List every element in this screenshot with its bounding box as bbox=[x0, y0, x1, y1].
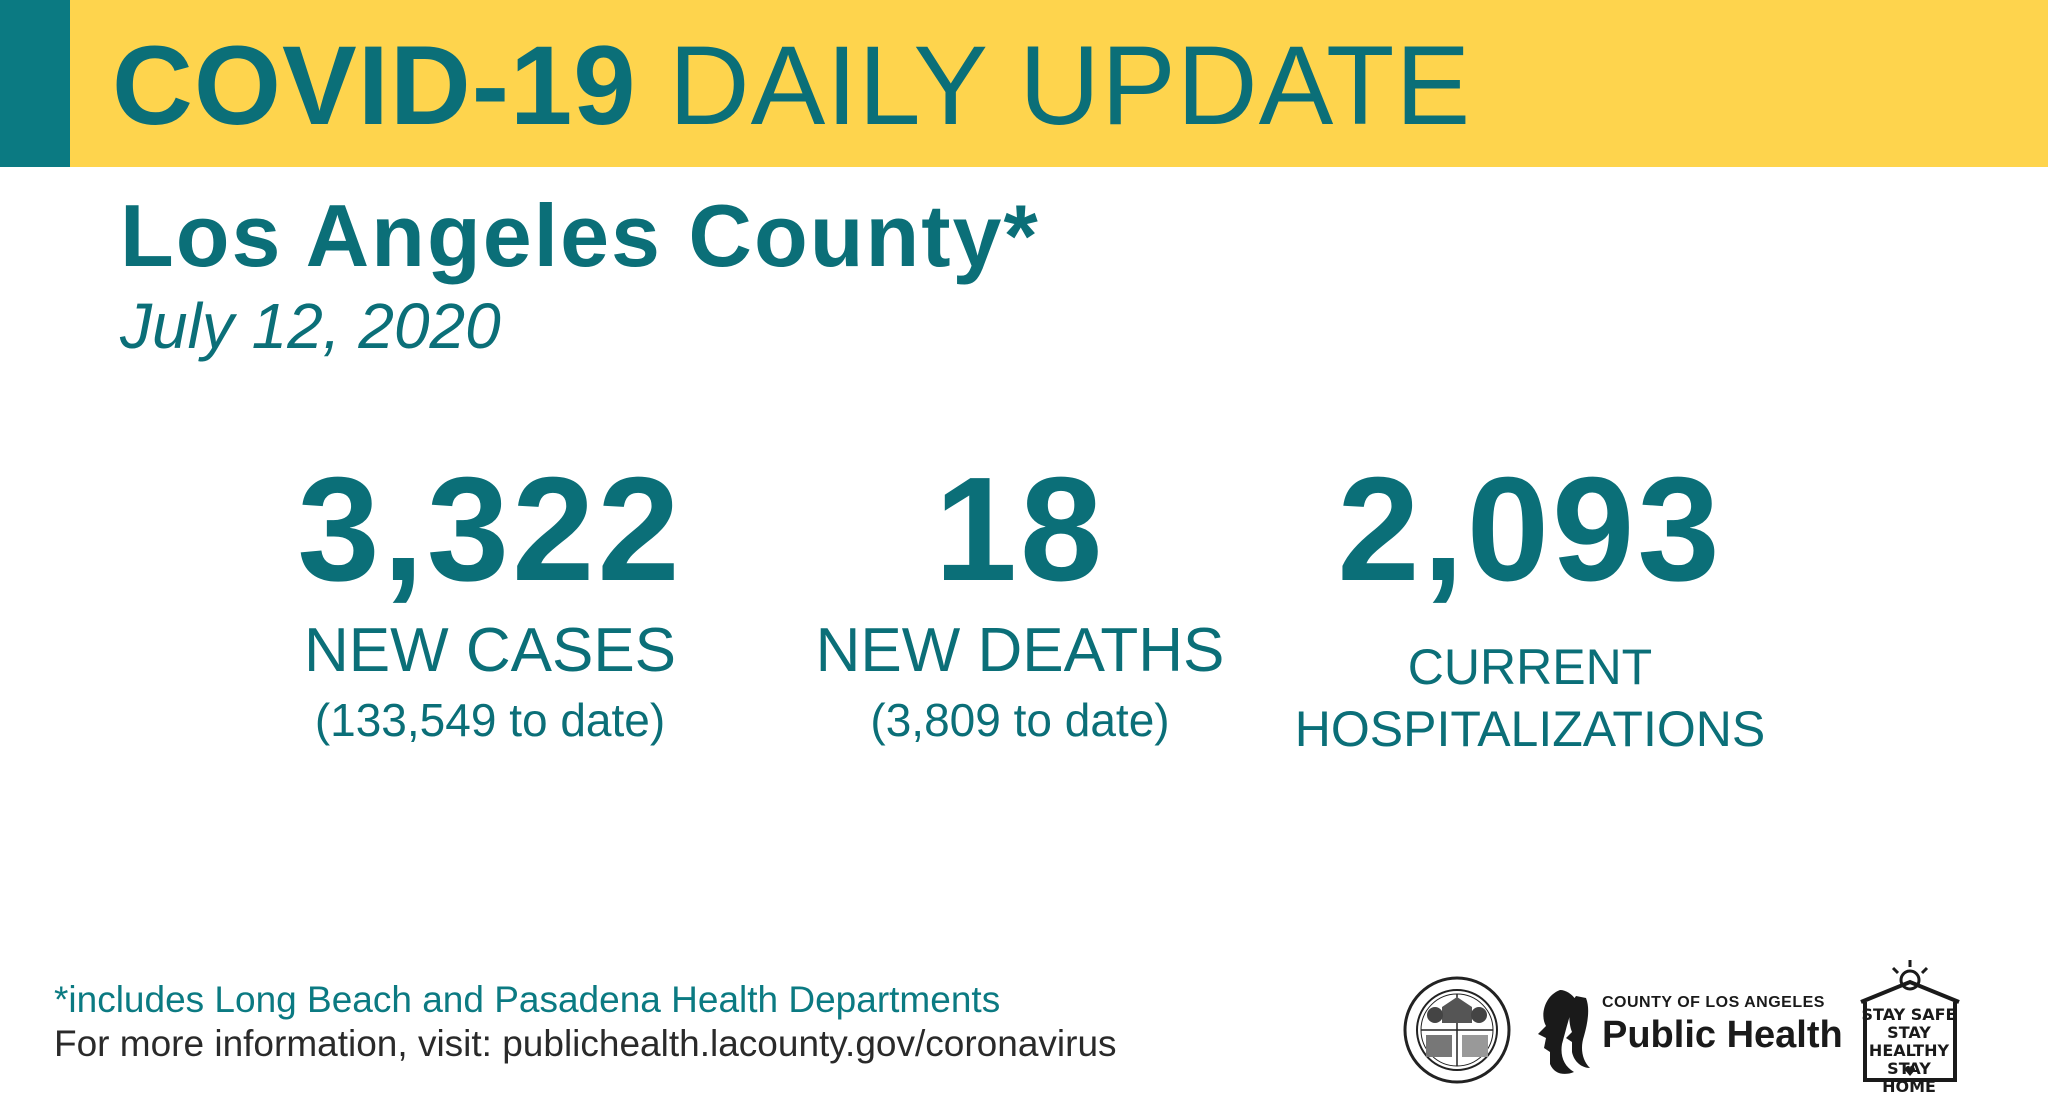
new-cases-label: NEW CASES bbox=[303, 616, 677, 685]
cases-to-date: (133,549 to date) bbox=[314, 694, 666, 746]
banner-title-light: DAILY UPDATE bbox=[668, 23, 1472, 148]
profile-silhouette-icon bbox=[1538, 990, 1590, 1074]
stay-safe-logo: STAY SAFE STAY HEALTHY STAY HOME bbox=[1855, 958, 1965, 1096]
new-cases-value: 3,322 bbox=[297, 447, 683, 612]
deaths-to-date: (3,809 to date) bbox=[870, 694, 1170, 746]
banner-title: COVID-19 DAILY UPDATE bbox=[112, 26, 1471, 146]
public-health-county-text: COUNTY OF LOS ANGELES bbox=[1602, 994, 1825, 1011]
stay-healthy-line: STAY HEALTHY bbox=[1868, 1023, 1950, 1060]
footnote: *includes Long Beach and Pasadena Health… bbox=[54, 979, 1001, 1020]
new-deaths-value: 18 bbox=[934, 447, 1106, 612]
stat-hospitalizations: 2,093 CURRENT HOSPITALIZATIONS bbox=[1275, 450, 1785, 760]
hospitalizations-label-line2: HOSPITALIZATIONS bbox=[1294, 701, 1766, 757]
hospitalizations-label-line1: CURRENT bbox=[1407, 639, 1653, 695]
public-health-logo: COUNTY OF LOS ANGELES Public Health bbox=[1530, 982, 1843, 1082]
banner-title-bold: COVID-19 bbox=[112, 23, 637, 148]
report-date: July 12, 2020 bbox=[120, 290, 501, 362]
stay-safe-line: STAY SAFE bbox=[1861, 1005, 1957, 1024]
banner-accent-bar bbox=[0, 0, 70, 167]
stat-new-cases: 3,322 NEW CASES (133,549 to date) bbox=[260, 450, 720, 750]
header-banner: COVID-19 DAILY UPDATE bbox=[0, 0, 2048, 167]
region-title: Los Angeles County* bbox=[120, 186, 1040, 285]
house-sun-icon bbox=[1860, 960, 1960, 1082]
hospitalizations-value: 2,093 bbox=[1337, 447, 1723, 612]
public-health-text: Public Health bbox=[1602, 1014, 1843, 1056]
new-deaths-label: NEW DEATHS bbox=[815, 616, 1225, 685]
county-seal-icon bbox=[1402, 975, 1512, 1085]
stay-home-line: STAY HOME bbox=[1882, 1059, 1936, 1096]
stat-new-deaths: 18 NEW DEATHS (3,809 to date) bbox=[780, 450, 1260, 750]
stay-safe-text: STAY SAFE STAY HEALTHY STAY HOME bbox=[1861, 1006, 1957, 1096]
more-info-link[interactable]: For more information, visit: publichealt… bbox=[54, 1023, 1117, 1064]
